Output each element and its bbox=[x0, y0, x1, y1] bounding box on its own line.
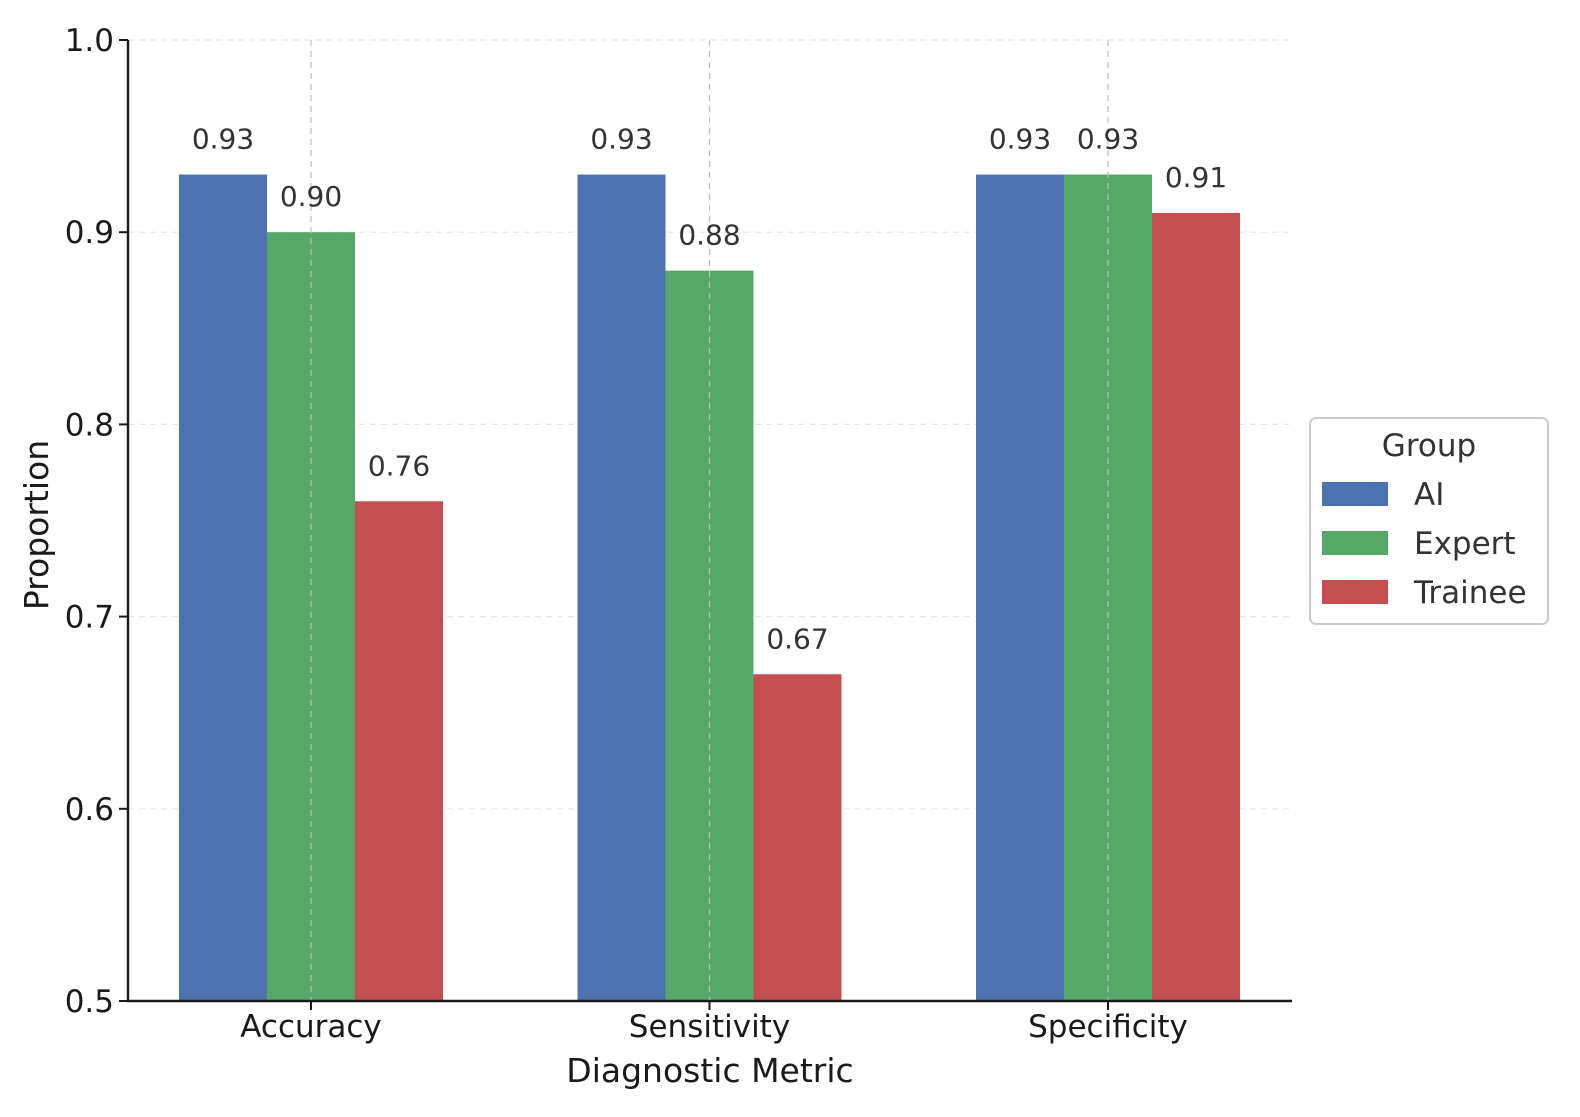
data-label: 0.93 bbox=[192, 123, 254, 156]
bar-ai-sensitivity bbox=[577, 174, 666, 1002]
legend: Group AI Expert Trainee bbox=[1309, 417, 1549, 625]
x-tick-label: Specificity bbox=[1028, 1009, 1188, 1045]
legend-swatch-trainee bbox=[1322, 580, 1388, 604]
legend-label-ai: AI bbox=[1414, 477, 1444, 513]
data-label: 0.93 bbox=[1077, 123, 1139, 156]
y-tick-label: 0.8 bbox=[65, 407, 114, 443]
bar-trainee-sensitivity bbox=[753, 674, 842, 1001]
x-tick-label: Sensitivity bbox=[629, 1009, 790, 1045]
y-axis-title: Proportion bbox=[17, 440, 56, 610]
bar-ai-specificity bbox=[976, 174, 1064, 1002]
data-label: 0.88 bbox=[678, 219, 740, 252]
legend-swatch-expert bbox=[1322, 531, 1388, 555]
bar-trainee-specificity bbox=[1152, 212, 1240, 1002]
x-tick-label: Accuracy bbox=[240, 1009, 382, 1045]
data-label: 0.67 bbox=[766, 622, 828, 655]
legend-label-trainee: Trainee bbox=[1413, 575, 1527, 611]
legend-title: Group bbox=[1382, 428, 1476, 464]
y-tick-label: 0.7 bbox=[65, 600, 114, 636]
x-axis-title: Diagnostic Metric bbox=[566, 1051, 853, 1090]
y-tick-label: 0.6 bbox=[65, 792, 114, 828]
y-tick-label: 1.0 bbox=[65, 23, 114, 59]
data-label: 0.90 bbox=[280, 180, 342, 213]
y-tick-label: 0.9 bbox=[65, 215, 114, 251]
axes-layer: 0.5 0.6 0.7 0.8 0.9 1.0 Accuracy Sensitivity Spe… bbox=[65, 23, 1292, 1045]
legend-items: AI Expert Trainee bbox=[1322, 477, 1527, 611]
bar-expert-specificity bbox=[1064, 174, 1152, 1002]
data-label: 0.91 bbox=[1165, 161, 1227, 194]
legend-swatch-ai bbox=[1322, 482, 1388, 506]
bar-trainee-accuracy bbox=[355, 501, 443, 1001]
legend-label-expert: Expert bbox=[1414, 526, 1516, 562]
y-tick-label: 0.5 bbox=[65, 984, 114, 1020]
legend-frame bbox=[1309, 417, 1549, 625]
data-label: 0.93 bbox=[989, 123, 1051, 156]
data-label: 0.93 bbox=[590, 123, 652, 156]
data-label: 0.76 bbox=[368, 449, 430, 482]
bar-ai-accuracy bbox=[179, 174, 267, 1002]
data-labels-layer: 0.93 0.93 0.93 0.90 0.88 0.93 0.76 0.67 0.91 bbox=[192, 123, 1227, 656]
